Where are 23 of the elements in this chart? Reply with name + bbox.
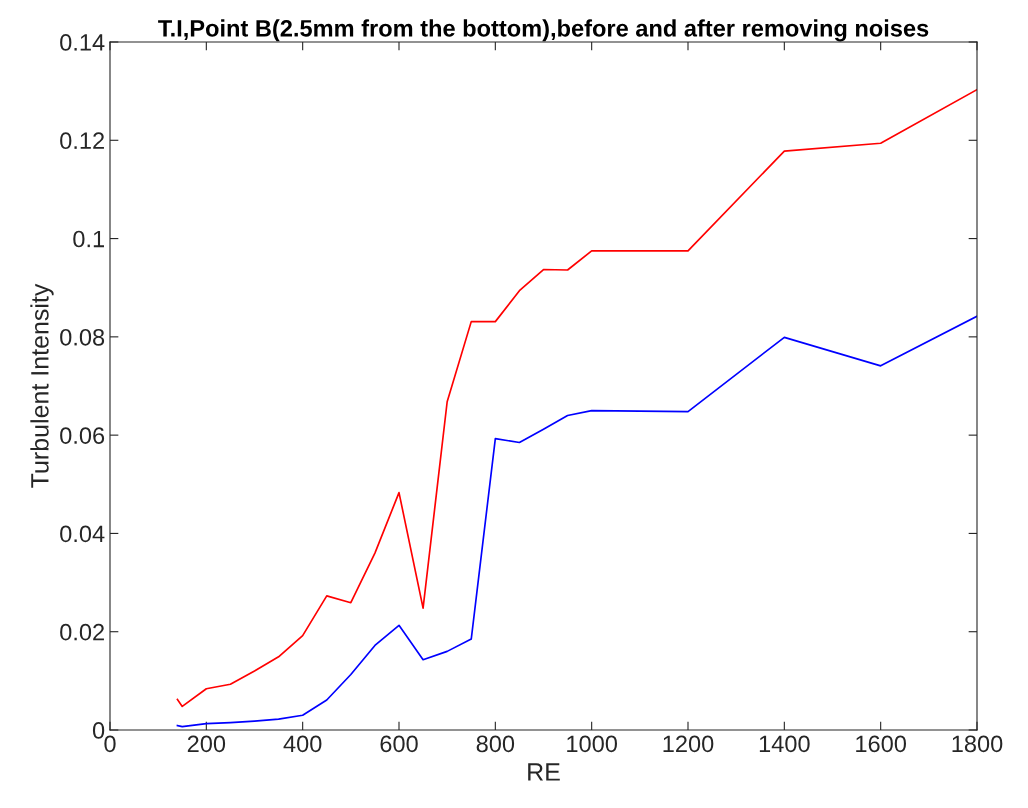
y-tick-label: 0.02 [60, 623, 104, 641]
x-tick-label: 1400 [759, 735, 810, 753]
y-tick-label: 0 [92, 722, 105, 739]
chart-title: T.I,Point B(2.5mm from the bottom),before and after removing noises [158, 19, 929, 42]
x-tick-label: 600 [380, 735, 418, 753]
y-tick-label: 0.04 [60, 525, 105, 543]
x-tick-label: 1200 [663, 735, 714, 753]
line-series [176, 88, 977, 708]
y-tick-label: 0.12 [60, 132, 104, 150]
x-tick-label: 200 [187, 735, 226, 753]
x-tick-label: 0 [104, 735, 116, 753]
y-tick-label: 0.06 [60, 427, 105, 444]
y-tick-label: 0.1 [73, 230, 104, 248]
y-tick-label: 0.14 [60, 34, 105, 51]
line-series [176, 315, 977, 728]
x-tick-label: 1600 [856, 735, 907, 753]
x-axis-title: RE [528, 763, 560, 781]
x-tick-label: 1800 [952, 735, 1003, 753]
x-tick-label: 400 [283, 735, 322, 753]
x-tick-label: 1000 [567, 735, 618, 753]
y-axis-title: Turbulent Intensity [30, 283, 54, 488]
y-tick-label: 0.08 [60, 328, 105, 346]
x-tick-label: 800 [476, 735, 515, 753]
